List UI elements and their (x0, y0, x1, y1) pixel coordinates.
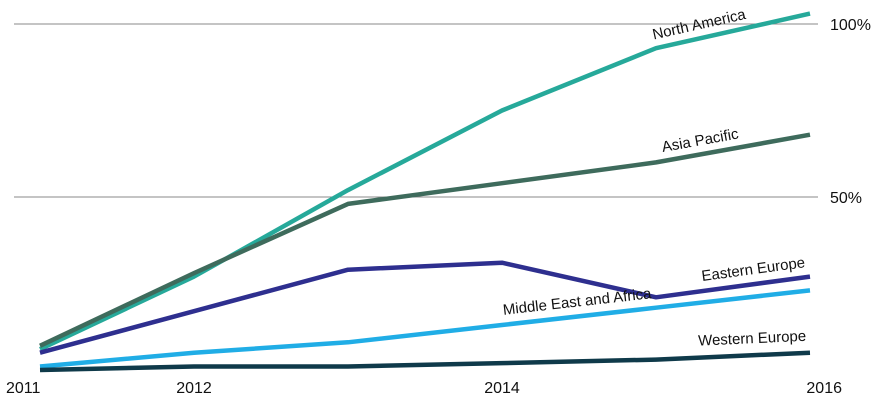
y-axis-ticks: 50% 100% (830, 17, 871, 207)
series-line-asia-pacific (39, 132, 811, 348)
series-label-group: Middle East and Africa (502, 285, 653, 319)
x-tick-label: 2014 (484, 380, 520, 397)
series-label: Middle East and Africa (502, 285, 653, 319)
x-tick-label: 2016 (806, 380, 842, 397)
series-label-group: Western Europe (698, 328, 807, 350)
series-line-eastern-europe (39, 260, 811, 355)
x-tick-label: 2011 (6, 380, 41, 397)
x-axis-ticks: 2011 2012 2014 2016 (6, 380, 842, 397)
series-lines (39, 11, 811, 373)
series-label: Western Europe (698, 328, 807, 350)
y-tick-label: 100% (830, 17, 871, 34)
gridlines (14, 23, 818, 198)
x-tick-label: 2012 (176, 380, 212, 397)
series-line-western-europe (39, 350, 811, 373)
series-line-middle-east-and-africa (39, 288, 811, 369)
y-tick-label: 50% (830, 190, 862, 207)
series-line-north-america (39, 11, 811, 352)
